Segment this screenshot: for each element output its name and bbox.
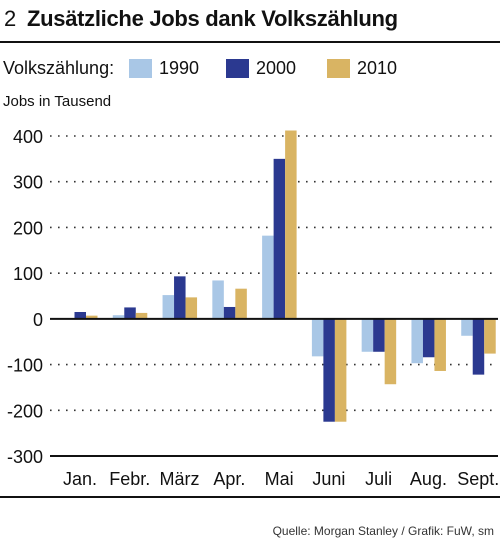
legend-text-2000: 2000 (256, 58, 297, 78)
x-tick-label: Jan. (63, 469, 97, 489)
x-tick-label: März (160, 469, 200, 489)
bar-2010-5 (285, 130, 297, 319)
y-tick-label: -200 (7, 401, 43, 421)
x-tick-label: Juli (365, 469, 392, 489)
bar-1990-2 (112, 315, 125, 319)
bar-2000-3 (174, 276, 186, 319)
bar-2000-1 (74, 312, 86, 319)
bar-2000-7 (373, 318, 385, 352)
legend: Volkszählung: 1990 2000 2010 (0, 50, 500, 86)
legend-swatch-2000 (226, 59, 249, 78)
y-tick-label: 400 (13, 127, 43, 147)
bar-2000-6 (323, 318, 335, 422)
x-tick-label: Apr. (213, 469, 245, 489)
legend-text-1990: 1990 (159, 58, 200, 78)
legend-swatch-1990 (129, 59, 152, 78)
y-tick-label: 100 (13, 264, 43, 284)
bar-2010-9 (484, 318, 496, 354)
y-tick-label: 0 (33, 310, 43, 330)
chart-header: 2 Zusätzliche Jobs dank Volkszählung (0, 0, 500, 40)
bar-2010-1 (86, 315, 98, 319)
bar-2010-4 (235, 288, 247, 319)
bar-2010-6 (334, 318, 347, 422)
bar-2010-3 (185, 297, 198, 319)
legend-swatch-2010 (327, 59, 350, 78)
bar-1990-5 (262, 235, 274, 319)
x-tick-label: Juni (312, 469, 345, 489)
bar-1990-7 (361, 318, 374, 352)
bar-1990-6 (311, 318, 324, 357)
x-tick-label: Aug. (410, 469, 447, 489)
bar-1990-4 (212, 280, 224, 319)
x-tick-label: Mai (265, 469, 294, 489)
bar-2000-8 (422, 318, 435, 358)
x-tick-label: Sept. (457, 469, 499, 489)
title-rule (0, 41, 500, 43)
bar-2000-4 (223, 306, 236, 319)
figure-number: 2 (4, 6, 17, 31)
source-note: Quelle: Morgan Stanley / Grafik: FuW, sm (272, 524, 494, 538)
x-tick-label: Febr. (109, 469, 150, 489)
y-tick-label: -300 (7, 447, 43, 467)
bar-2000-2 (124, 307, 136, 319)
y-axis-label: Jobs in Tausend (3, 93, 111, 110)
chart-title: Zusätzliche Jobs dank Volkszählung (27, 6, 398, 31)
y-tick-label: 300 (13, 173, 43, 193)
bar-1990-9 (461, 318, 473, 336)
y-tick-label: -100 (7, 356, 43, 376)
bar-2010-2 (135, 312, 148, 319)
bar-1990-3 (162, 295, 175, 319)
bar-1990-8 (411, 318, 423, 364)
legend-text-2010: 2010 (357, 58, 398, 78)
y-tick-label: 200 (13, 218, 43, 238)
bar-2000-9 (472, 318, 485, 375)
legend-label: Volkszählung: (3, 58, 115, 78)
bar-2010-7 (384, 318, 397, 385)
bar-2000-5 (273, 158, 286, 319)
bar-2010-8 (434, 318, 446, 371)
